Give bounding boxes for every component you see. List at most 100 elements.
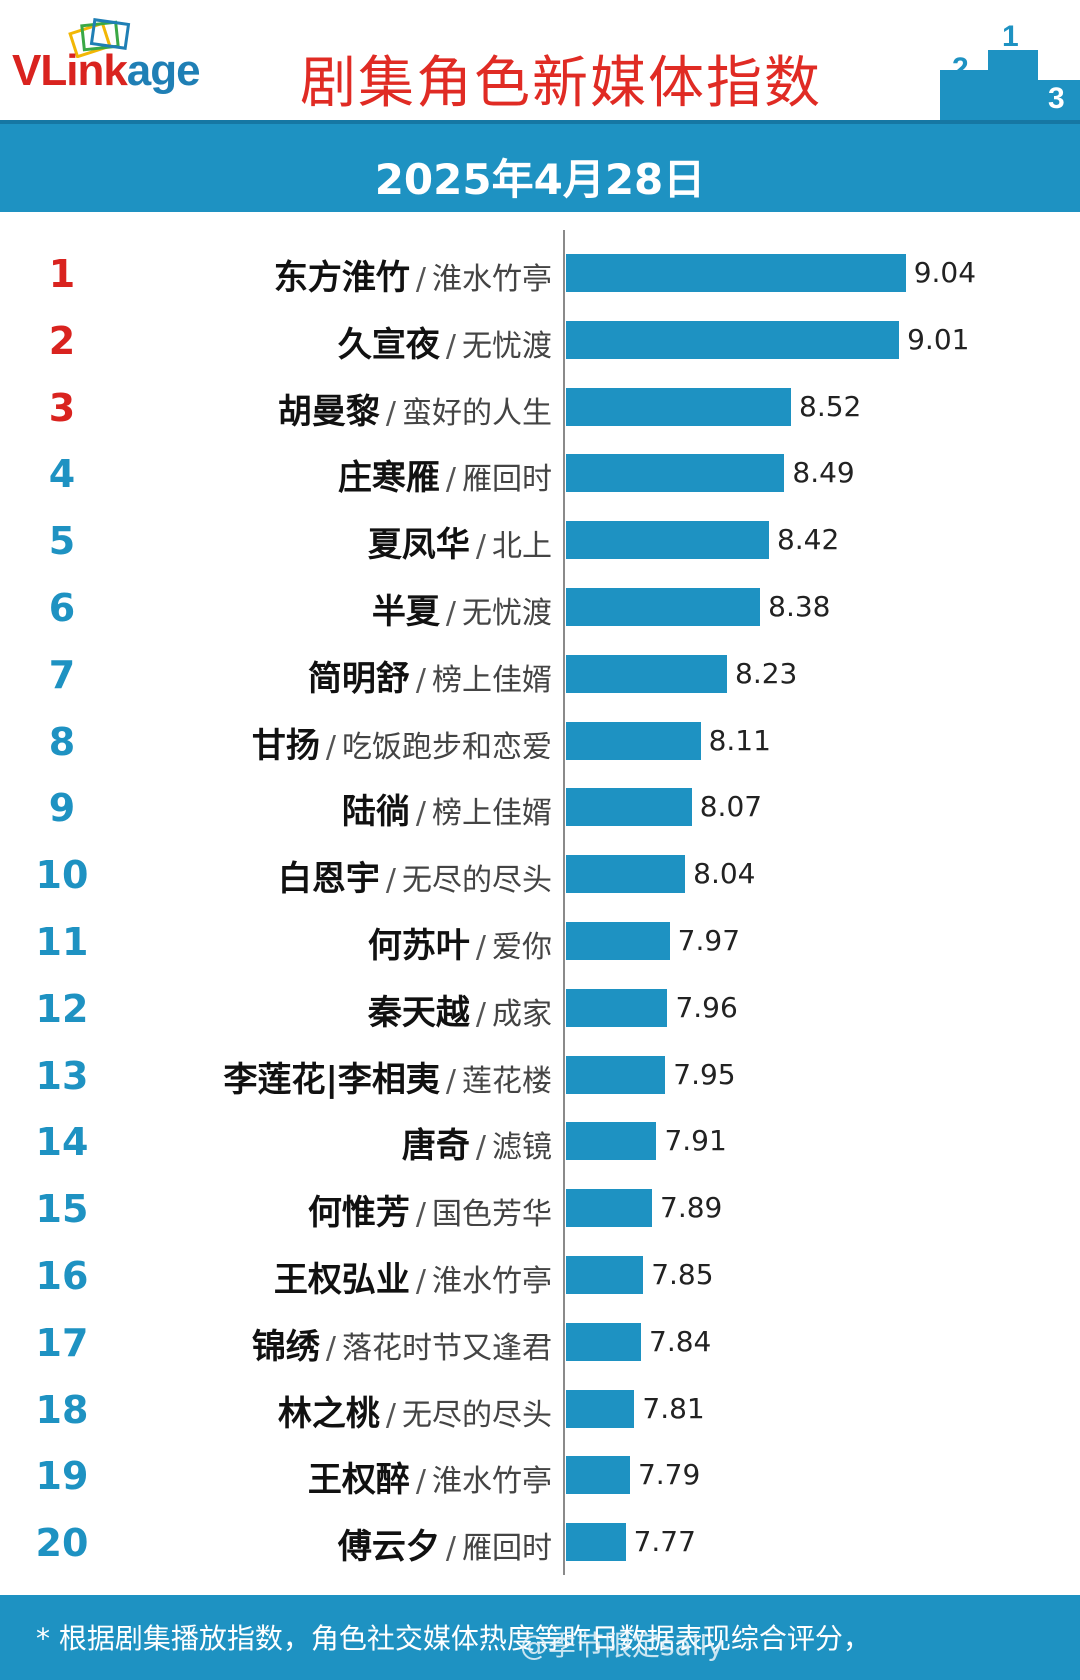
character-name: 庄寒雁: [337, 458, 440, 499]
label-separator: /: [415, 1464, 426, 1500]
logo-boxes-icon: [68, 18, 131, 58]
footer-note: * 根据剧集播放指数，角色社交媒体热度等昨日数据表现综合评分，: [36, 1622, 871, 1655]
row-label: 夏凤华 / 北上: [368, 517, 552, 566]
row-label: 锦绣 / 落花时节又逢君: [252, 1319, 552, 1368]
drama-title: 无忧渡: [462, 328, 552, 364]
drama-title: 无尽的尽头: [402, 863, 552, 899]
value-label: 7.84: [649, 1324, 712, 1358]
drama-title: 淮水竹亭: [432, 1464, 552, 1500]
row-label: 胡曼黎 / 蛮好的人生: [278, 384, 552, 433]
chart-row: 17 锦绣 / 落花时节又逢君 7.84: [0, 1307, 1080, 1373]
chart-row: 14 唐奇 / 滤镜 7.91: [0, 1106, 1080, 1172]
label-separator: /: [385, 395, 396, 431]
logo-text: VLinkage: [12, 46, 201, 96]
value-bar: [566, 254, 906, 292]
row-label: 白恩宇 / 无尽的尽头: [278, 851, 552, 900]
rank-number: 17: [35, 1320, 89, 1365]
date-label: 2025年4月28日: [374, 155, 706, 204]
value-label: 7.95: [673, 1057, 736, 1091]
value-bar: [566, 1256, 644, 1294]
label-separator: /: [475, 996, 486, 1032]
character-name: 夏凤华: [367, 525, 470, 566]
podium-number-3: 3: [1048, 82, 1065, 115]
value-bar: [566, 454, 785, 493]
rank-number: 10: [35, 853, 89, 898]
character-name: 东方淮竹: [273, 258, 410, 298]
chart-row: 6 半夏 / 无忧渡 8.38: [0, 572, 1080, 638]
value-bar: [566, 721, 701, 760]
value-label: 7.85: [651, 1258, 714, 1291]
chart-row: 9 陆徜 / 榜上佳婿 8.07: [0, 772, 1080, 838]
label-separator: /: [415, 1264, 426, 1299]
value-bar: [566, 521, 769, 560]
drama-title: 淮水竹亭: [432, 1264, 552, 1299]
rank-number: 18: [35, 1387, 89, 1432]
rank-number: 12: [35, 986, 89, 1031]
chart-row: 15 何惟芳 / 国色芳华 7.89: [0, 1173, 1080, 1239]
row-label: 甘扬 / 吃饭跑步和恋爱: [252, 718, 552, 767]
drama-title: 莲花楼: [462, 1063, 552, 1099]
chart-row: 1 东方淮竹 / 淮水竹亭 9.04: [0, 238, 1080, 304]
drama-title: 成家: [492, 996, 552, 1032]
vlinkage-logo: VLinkage: [12, 18, 242, 108]
row-label: 唐奇 / 滤镜: [402, 1118, 552, 1167]
chart-row: 2 久宣夜 / 无忧渡 9.01: [0, 305, 1080, 371]
character-name: 锦绣: [251, 1326, 320, 1367]
rank-number: 13: [35, 1053, 89, 1098]
value-bar: [566, 1122, 657, 1161]
row-label: 东方淮竹 / 淮水竹亭: [274, 250, 552, 299]
logo-prefix: VLink: [12, 46, 128, 95]
value-bar: [566, 788, 692, 827]
drama-title: 无忧渡: [462, 596, 552, 631]
character-name: 甘扬: [251, 725, 320, 766]
chart-row: 8 甘扬 / 吃饭跑步和恋爱 8.11: [0, 706, 1080, 772]
rank-number: 16: [35, 1254, 89, 1298]
rank-number: 8: [48, 719, 76, 764]
row-label: 久宣夜 / 无忧渡: [338, 317, 552, 366]
value-label: 7.79: [637, 1458, 701, 1492]
value-bar: [566, 1055, 666, 1094]
rank-number: 19: [35, 1454, 89, 1499]
rank-number: 5: [48, 519, 76, 564]
value-label: 8.38: [768, 590, 831, 623]
value-label: 7.91: [664, 1124, 727, 1158]
chart-row: 12 秦天越 / 成家 7.96: [0, 973, 1080, 1039]
character-name: 久宣夜: [337, 324, 440, 365]
value-bar: [566, 1523, 626, 1562]
row-label: 傅云夕 / 雁回时: [338, 1519, 552, 1568]
value-bar: [566, 855, 686, 894]
value-label: 7.89: [660, 1191, 723, 1225]
watermark: @季节限定sally: [520, 1629, 724, 1662]
label-separator: /: [415, 262, 426, 297]
label-separator: /: [475, 529, 486, 565]
character-name: 胡曼黎: [277, 391, 380, 432]
drama-title: 榜上佳婿: [432, 662, 552, 698]
drama-title: 爱你: [492, 930, 552, 965]
character-name: 白恩宇: [277, 859, 380, 900]
row-label: 庄寒雁 / 雁回时: [338, 450, 552, 499]
podium-icon: 2 1 3: [940, 20, 1080, 120]
value-label: 8.23: [735, 656, 798, 690]
row-label: 何惟芳 / 国色芳华: [308, 1185, 552, 1234]
label-separator: /: [445, 462, 456, 498]
date-band: 2025年4月28日: [0, 120, 1080, 212]
rank-number: 9: [48, 786, 76, 831]
row-label: 何苏叶 / 爱你: [368, 918, 552, 967]
chart-row: 20 傅云夕 / 雁回时 7.77: [0, 1507, 1080, 1573]
chart-row: 3 胡曼黎 / 蛮好的人生 8.52: [0, 372, 1080, 438]
value-label: 7.97: [677, 924, 741, 957]
label-separator: /: [445, 596, 456, 631]
value-bar: [566, 1389, 635, 1428]
row-label: 陆徜 / 榜上佳婿: [342, 784, 552, 833]
character-name: 林之桃: [277, 1393, 380, 1434]
label-separator: /: [475, 1130, 486, 1166]
rank-number: 2: [48, 318, 76, 363]
label-separator: /: [445, 328, 456, 364]
value-label: 7.77: [633, 1525, 696, 1559]
label-separator: /: [415, 1197, 426, 1233]
value-label: 9.01: [907, 322, 970, 356]
podium-number-2: 2: [952, 52, 969, 85]
drama-title: 北上: [492, 529, 552, 565]
character-name: 傅云夕: [337, 1527, 440, 1568]
value-label: 7.96: [675, 990, 738, 1024]
